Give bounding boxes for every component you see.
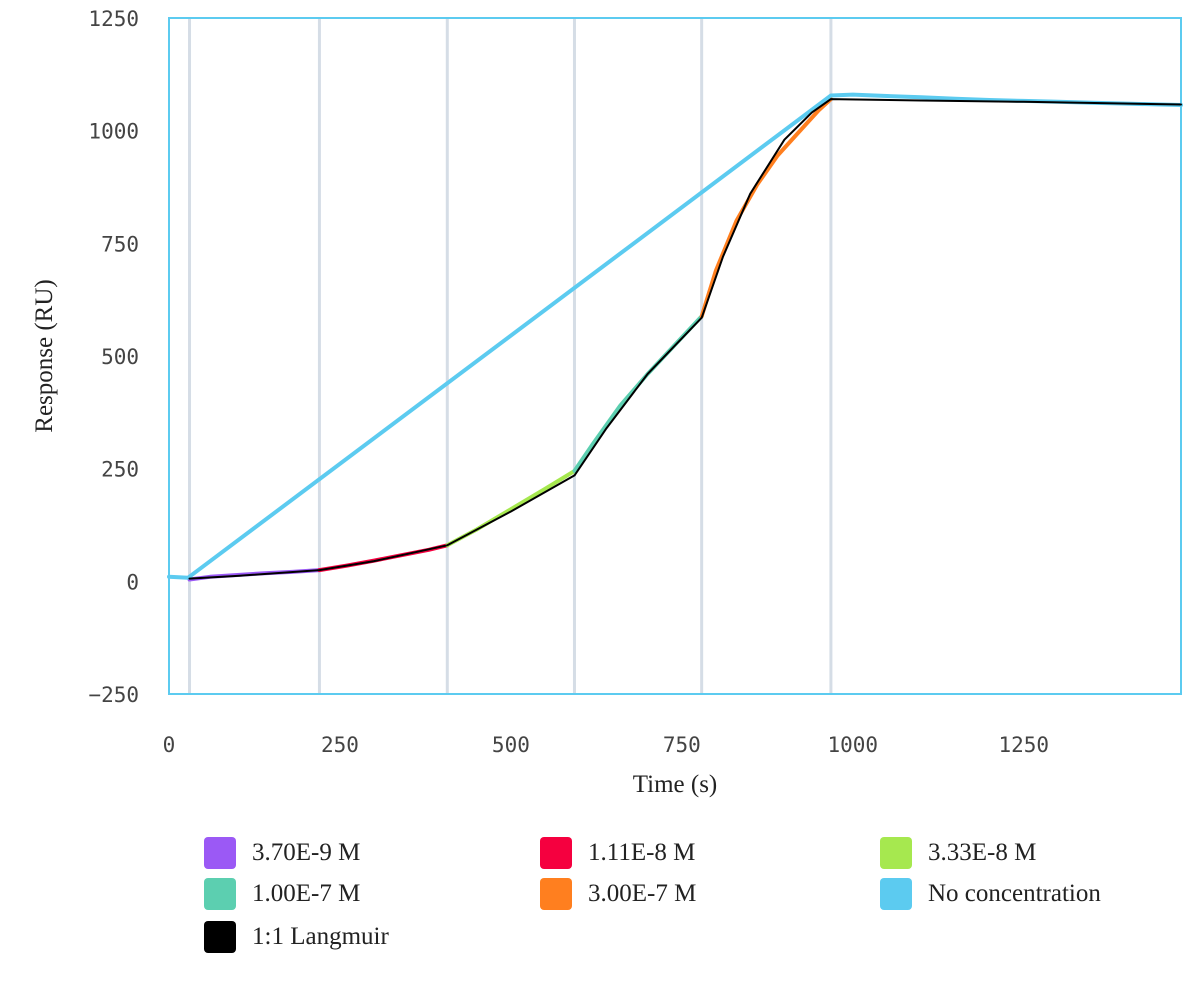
legend-item-no-concentration[interactable]: No concentration xyxy=(880,877,1101,911)
legend-label: 1:1 Langmuir xyxy=(252,923,389,950)
x-tick-labels: 0 250 500 750 1000 1250 xyxy=(163,733,1049,757)
y-tick-label: 1250 xyxy=(88,7,139,31)
x-tick-label: 750 xyxy=(663,733,701,757)
y-tick-label: −250 xyxy=(88,683,139,707)
legend-swatch xyxy=(204,837,236,869)
x-tick-label: 1000 xyxy=(827,733,878,757)
y-tick-label: 750 xyxy=(101,232,139,256)
x-tick-label: 0 xyxy=(163,733,176,757)
legend-item-1-11e-8-m[interactable]: 1.11E-8 M xyxy=(540,836,695,870)
legend-label: 3.70E-9 M xyxy=(252,839,361,866)
legend-item-1-1-langmuir[interactable]: 1:1 Langmuir xyxy=(204,920,389,954)
legend-label: 3.33E-8 M xyxy=(928,839,1037,866)
legend-item-3-70e-9-m[interactable]: 3.70E-9 M xyxy=(204,836,360,870)
y-tick-label: 500 xyxy=(101,345,139,369)
legend-swatch xyxy=(204,878,236,910)
series-line-3-00e-7-m xyxy=(699,97,833,319)
legend-item-3-00e-7-m[interactable]: 3.00E-7 M xyxy=(540,877,696,911)
legend-swatch xyxy=(880,837,912,869)
plot-frame xyxy=(168,17,1182,695)
legend-label: 3.00E-7 M xyxy=(588,880,697,907)
y-tick-label: 1000 xyxy=(88,120,139,144)
y-axis-title: Response (RU) xyxy=(31,279,58,432)
y-tick-label: 250 xyxy=(101,458,139,482)
legend-label: 1.00E-7 M xyxy=(252,880,361,907)
y-tick-label: 0 xyxy=(126,570,139,594)
injection-markers xyxy=(188,18,833,694)
series-lines xyxy=(167,92,1183,582)
legend-swatch xyxy=(204,921,236,953)
x-tick-label: 250 xyxy=(321,733,359,757)
x-tick-label: 1250 xyxy=(998,733,1049,757)
legend-item-3-33e-8-m[interactable]: 3.33E-8 M xyxy=(880,836,1036,870)
legend-swatch xyxy=(880,878,912,910)
chart: 0 250 500 750 1000 1250 −250 0 250 500 750 1000 125… xyxy=(31,7,1183,798)
legend-item-1-00e-7-m[interactable]: 1.00E-7 M xyxy=(204,877,360,911)
x-axis-title: Time (s) xyxy=(633,771,718,798)
legend-label: 1.11E-8 M xyxy=(588,839,696,866)
legend-swatch xyxy=(540,878,572,910)
legend-swatch xyxy=(540,837,572,869)
y-tick-labels: −250 0 250 500 750 1000 1250 xyxy=(88,7,139,707)
series-line-1-1-langmuir xyxy=(188,98,1182,580)
x-tick-label: 500 xyxy=(492,733,530,757)
legend-label: No concentration xyxy=(928,880,1101,907)
